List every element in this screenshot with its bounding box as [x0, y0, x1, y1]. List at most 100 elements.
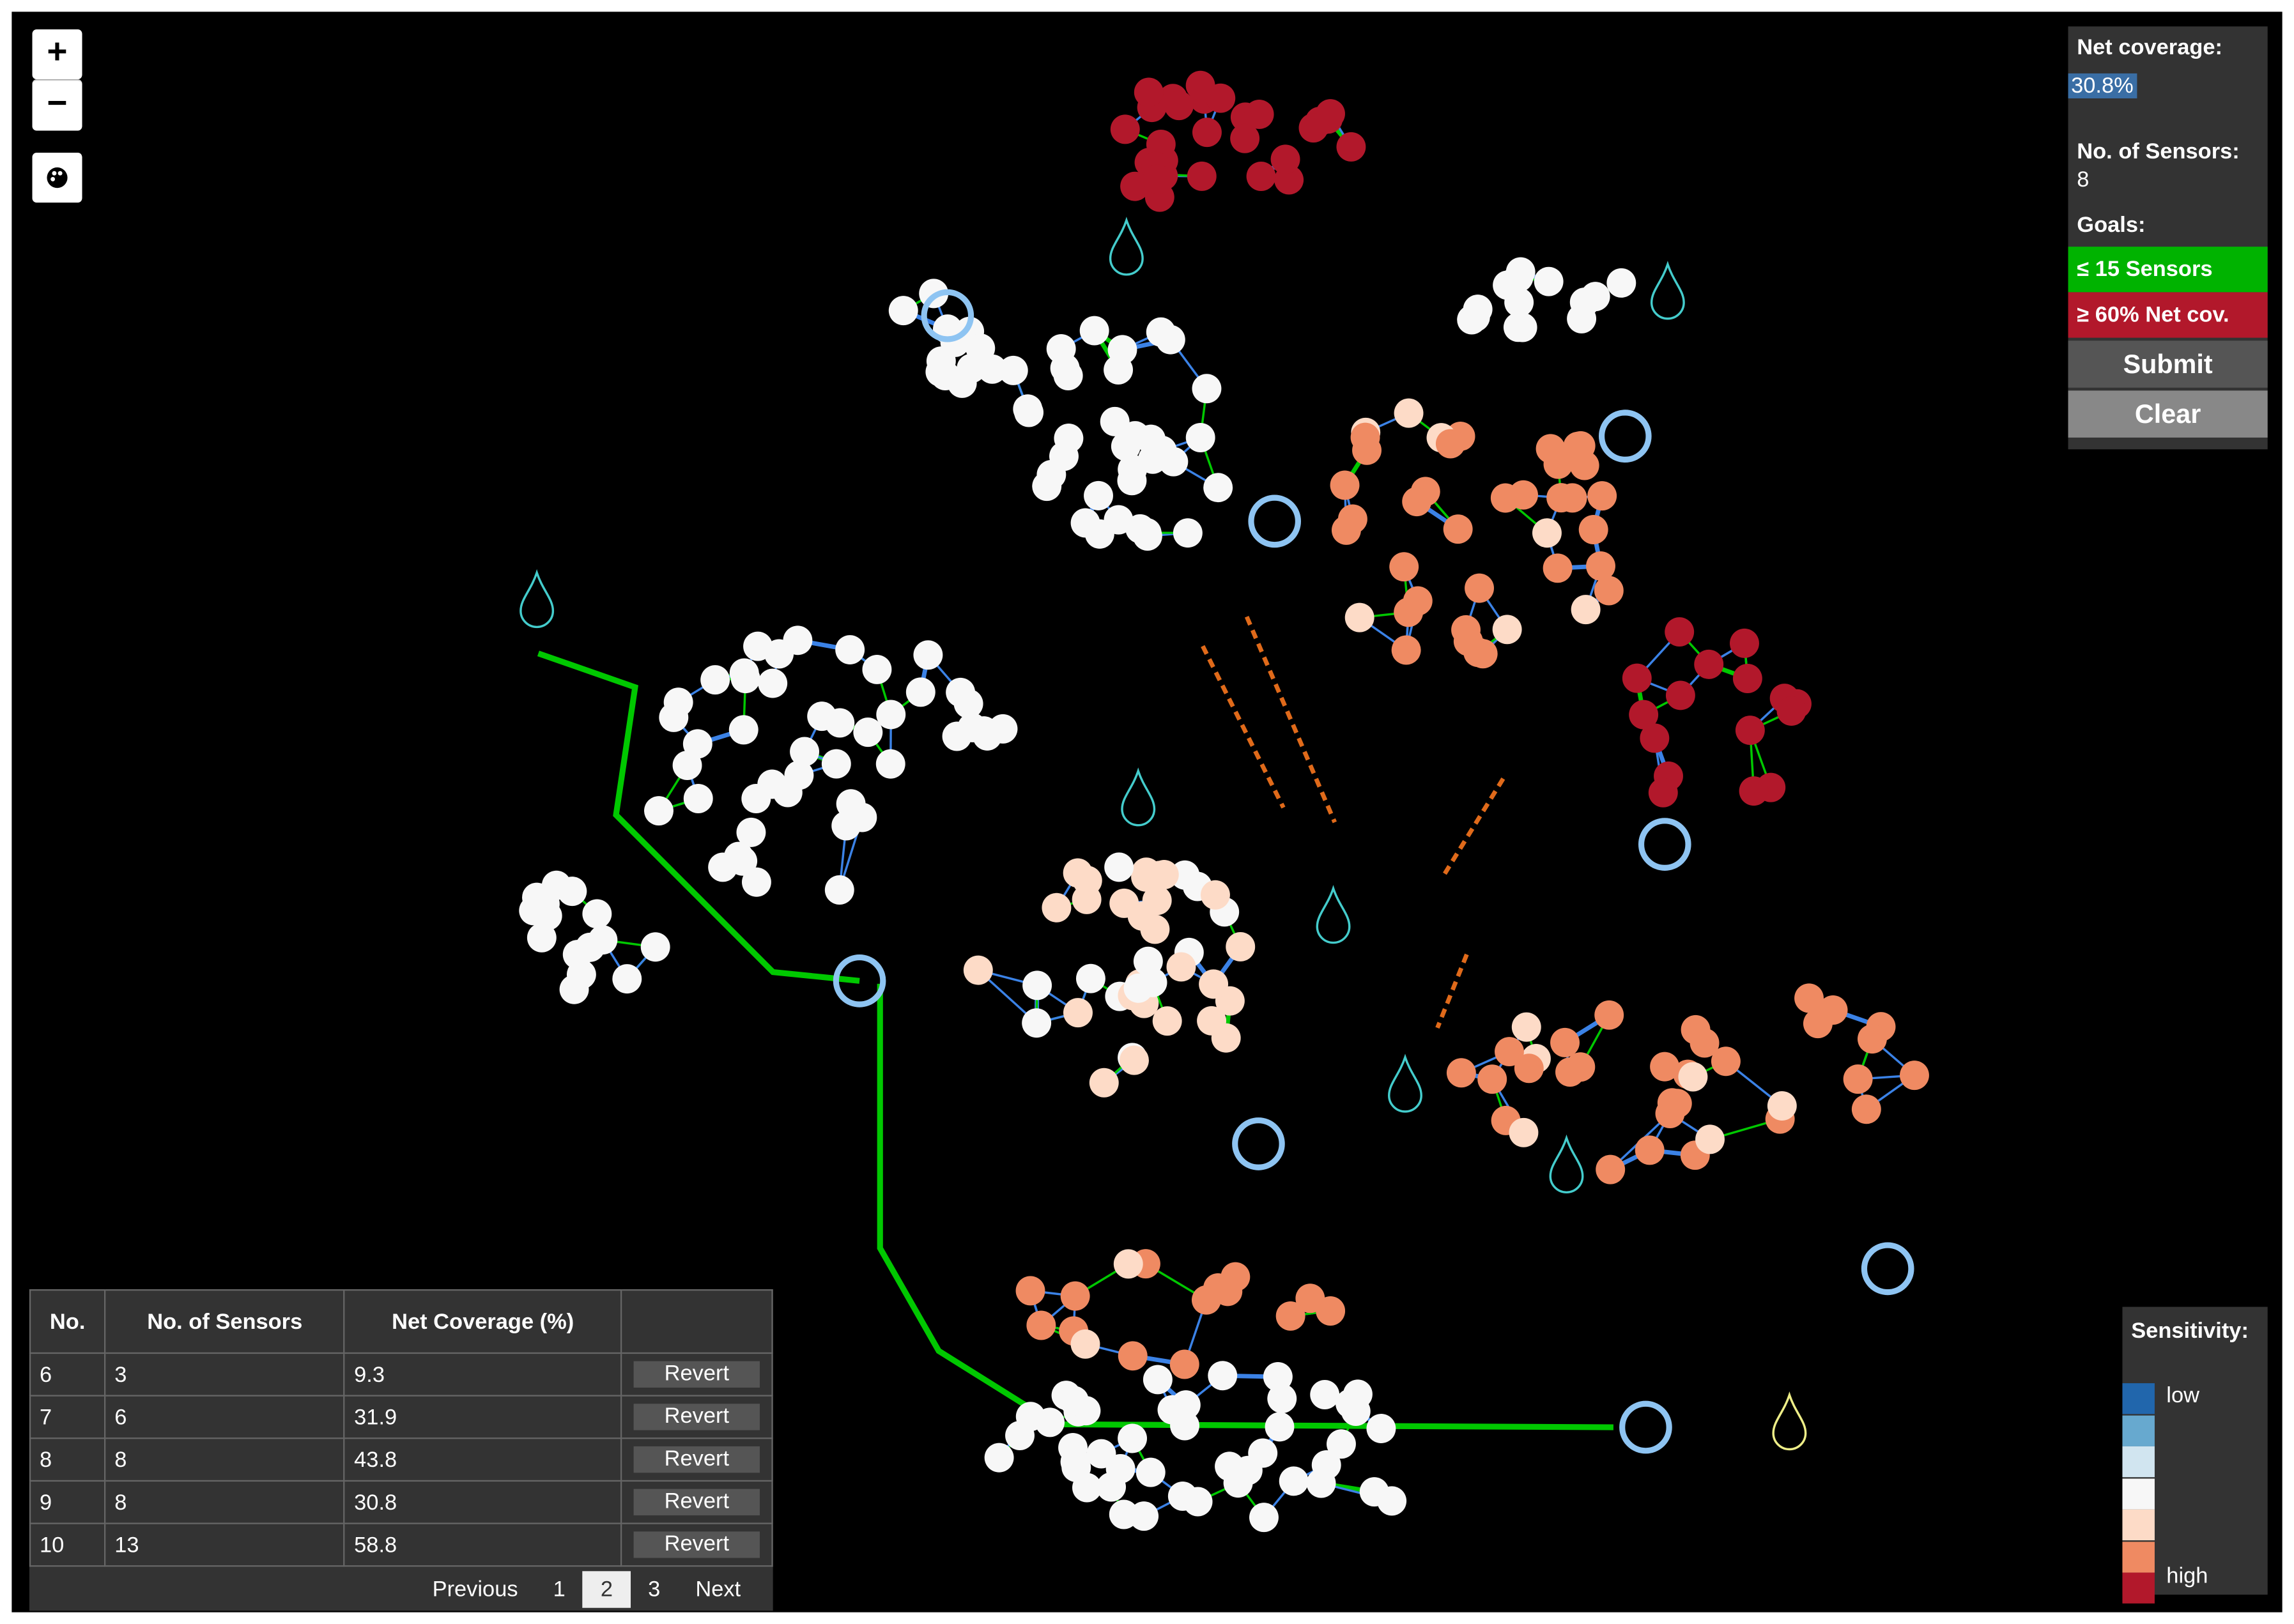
revert-button[interactable]: Revert — [633, 1446, 760, 1473]
junction — [1341, 1397, 1371, 1426]
junction — [1036, 459, 1066, 489]
reservoir — [1316, 885, 1351, 944]
main-pipe — [537, 650, 860, 984]
valve-pipe — [1201, 645, 1286, 809]
junction — [1622, 663, 1652, 693]
junction — [1389, 552, 1419, 582]
junction — [1118, 1423, 1148, 1453]
junction — [1026, 1310, 1056, 1340]
junction — [824, 875, 854, 905]
revert-button[interactable]: Revert — [633, 1489, 760, 1515]
page-button[interactable]: 1 — [553, 1576, 566, 1602]
junction — [1118, 454, 1148, 484]
junction — [1105, 1454, 1135, 1484]
column-header[interactable]: No. of Sensors — [104, 1289, 346, 1354]
valve-pipe — [1435, 953, 1469, 1029]
next-button[interactable]: Next — [695, 1576, 741, 1602]
main-pipe — [877, 983, 1613, 1430]
junction — [729, 658, 759, 688]
revert-button[interactable]: Revert — [633, 1531, 760, 1558]
junction — [1109, 888, 1139, 918]
junction — [736, 817, 766, 847]
junction — [1443, 514, 1473, 544]
junction — [1403, 586, 1433, 616]
cell: Revert — [620, 1522, 773, 1567]
panel-button[interactable]: Submit — [2068, 341, 2268, 388]
junction — [998, 355, 1028, 385]
junction — [644, 796, 674, 826]
goal: ≥ 60% Net cov. — [2068, 292, 2268, 338]
junction — [1377, 1486, 1407, 1516]
page-button[interactable]: 3 — [648, 1576, 661, 1602]
cell: 9 — [29, 1480, 106, 1524]
junction — [1578, 515, 1608, 545]
junction — [836, 789, 866, 819]
panel-button[interactable]: Clear — [2068, 390, 2268, 438]
junction — [1503, 312, 1533, 342]
junction — [1046, 333, 1076, 364]
junction — [1022, 970, 1052, 1000]
junction — [1142, 885, 1172, 915]
junction — [1199, 969, 1229, 999]
junction — [1511, 1012, 1541, 1042]
junction — [1104, 852, 1134, 882]
junction — [926, 346, 956, 376]
junction — [612, 964, 642, 994]
legend: Sensitivity: low high — [2122, 1306, 2268, 1604]
zoom-out[interactable]: − — [32, 79, 82, 131]
panel-buttons: Submit Clear — [2068, 341, 2268, 438]
junction — [821, 749, 851, 779]
junction — [1152, 1006, 1182, 1036]
legend-swatch — [2122, 1572, 2155, 1604]
junction — [1532, 518, 1562, 548]
column-header[interactable]: Net Coverage (%) — [344, 1289, 622, 1354]
goals-label: Goals: — [2077, 213, 2146, 238]
cell: 7 — [29, 1395, 106, 1439]
junction — [1492, 615, 1522, 645]
page-button[interactable]: 2 — [583, 1570, 631, 1607]
zoom-in[interactable]: + — [32, 29, 82, 80]
junction — [1331, 515, 1361, 545]
junction — [683, 783, 713, 813]
sensor-ring — [1232, 1117, 1285, 1170]
junction — [557, 877, 587, 907]
palette-button[interactable] — [32, 153, 82, 203]
junction — [1185, 70, 1215, 100]
junction — [1594, 1000, 1624, 1030]
revert-button[interactable]: Revert — [633, 1404, 760, 1430]
column-header — [620, 1289, 773, 1354]
cell: Revert — [620, 1437, 773, 1482]
junction — [1794, 983, 1824, 1013]
junction — [1263, 1362, 1293, 1391]
junction — [1060, 1281, 1090, 1311]
junction — [1336, 132, 1366, 162]
junction — [1566, 1052, 1596, 1082]
junction — [1594, 576, 1624, 606]
legend-title: Sensitivity: — [2131, 1318, 2249, 1344]
junction — [963, 955, 993, 985]
junction — [575, 932, 605, 962]
revert-button[interactable]: Revert — [633, 1361, 760, 1388]
junction — [1042, 892, 1072, 923]
cell: 9.3 — [344, 1352, 622, 1397]
junction — [1350, 422, 1380, 452]
junction — [1059, 1386, 1089, 1416]
junction — [1330, 470, 1360, 500]
junction — [1306, 1468, 1336, 1498]
palette-icon — [47, 167, 68, 188]
cell: 3 — [104, 1352, 346, 1397]
junction — [1079, 316, 1109, 346]
sensors-label: No. of Sensors: — [2077, 139, 2240, 165]
junction — [1183, 1487, 1213, 1517]
junction — [1298, 113, 1328, 143]
junction — [1563, 431, 1593, 461]
junction — [1022, 1008, 1052, 1038]
junction — [1803, 1009, 1833, 1039]
column-header[interactable]: No. — [29, 1289, 106, 1354]
junction — [532, 901, 562, 931]
junction — [1327, 1429, 1356, 1459]
previous-button[interactable]: Previous — [432, 1576, 518, 1602]
junction — [1900, 1061, 1929, 1091]
